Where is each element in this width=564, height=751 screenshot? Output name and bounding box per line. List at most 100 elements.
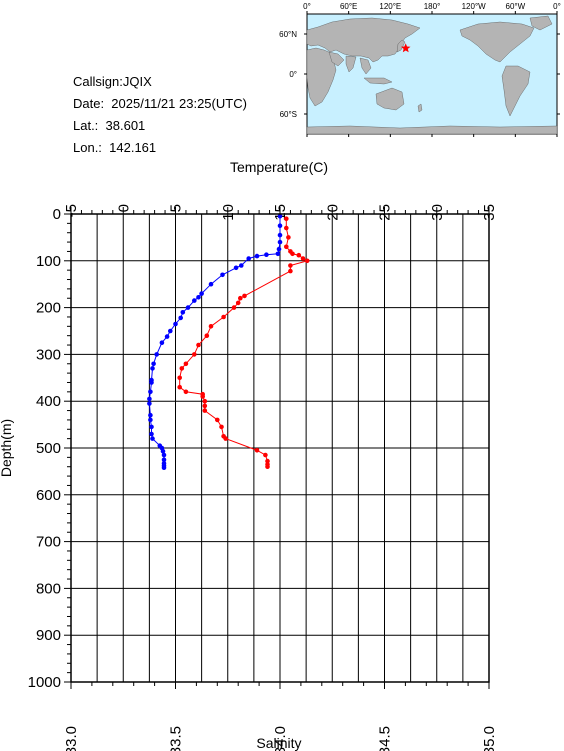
temperature-data-point bbox=[178, 315, 183, 321]
temperature-data-point bbox=[199, 291, 204, 296]
temperature-data-point bbox=[233, 265, 239, 271]
chart-grid bbox=[70, 213, 490, 683]
salinity-data-point bbox=[300, 256, 306, 261]
australia-landmass bbox=[375, 87, 405, 111]
map-axes: 0° 60°E 120°E 180° 120°W 60°W 0° 60°N 0° 60°S bbox=[279, 2, 561, 137]
temperature-tick-label: 35 bbox=[481, 204, 498, 221]
salinity-data-point bbox=[179, 366, 185, 371]
salinity-data-point bbox=[242, 293, 247, 299]
salinity-data-point bbox=[296, 252, 302, 258]
map-lon-label: 120°E bbox=[379, 2, 401, 11]
salinity-data-point bbox=[288, 268, 293, 274]
temperature-data-point bbox=[164, 334, 170, 339]
temperature-profile-line bbox=[148, 216, 281, 468]
plot-frame bbox=[70, 213, 490, 683]
salinity-tick-label: 34.5 bbox=[377, 726, 394, 751]
se-asia-landmass bbox=[359, 57, 372, 75]
temperature-data-point bbox=[246, 256, 251, 261]
temperature-data-point bbox=[151, 361, 156, 367]
temperature-data-point bbox=[277, 239, 283, 245]
temperature-data-point bbox=[148, 417, 153, 423]
salinity-data-point bbox=[235, 300, 241, 306]
depth-tick-label: 400 bbox=[36, 393, 61, 410]
temperature-data-point bbox=[185, 305, 191, 310]
temperature-data-point bbox=[150, 436, 155, 441]
salinity-data-point bbox=[231, 305, 237, 310]
depth-axis-label: Depth(m) bbox=[0, 419, 14, 477]
salinity-profile-line bbox=[179, 218, 309, 467]
temperature-data-point bbox=[149, 380, 154, 385]
temperature-data-point bbox=[275, 251, 281, 257]
temperature-tick-label: 10 bbox=[220, 204, 237, 221]
temperature-data-point bbox=[154, 352, 159, 357]
depth-tick-label: 1000 bbox=[28, 674, 61, 691]
temperature-tick-label: 15 bbox=[272, 204, 289, 221]
map-lon-label: 180° bbox=[424, 2, 441, 11]
salinity-data-point bbox=[208, 324, 214, 329]
salinity-data-point bbox=[290, 251, 295, 257]
temperature-data-point bbox=[159, 340, 165, 346]
depth-tick-label: 700 bbox=[36, 534, 61, 551]
salinity-data-point bbox=[202, 408, 208, 413]
salinity-data-point bbox=[284, 244, 289, 250]
temperature-data-point bbox=[220, 272, 225, 278]
depth-tick-label: 100 bbox=[36, 253, 61, 270]
depth-tick-label: 900 bbox=[36, 627, 61, 644]
temperature-data-point bbox=[180, 310, 186, 315]
salinity-data-point bbox=[204, 333, 210, 339]
india-landmass bbox=[345, 55, 357, 73]
salinity-data-point bbox=[192, 352, 197, 357]
temperature-data-point bbox=[148, 412, 153, 418]
temperature-data-point bbox=[277, 214, 283, 219]
salinity-axis-label: Salinity bbox=[256, 735, 301, 751]
salinity-data-point bbox=[215, 417, 220, 423]
temperature-data-point bbox=[239, 263, 244, 268]
salinity-data-point bbox=[288, 263, 293, 268]
callsign-text: Callsign:JQIX bbox=[73, 74, 152, 89]
station-marker-icon bbox=[401, 43, 411, 53]
temperature-data-point bbox=[147, 401, 152, 406]
south-america-landmass bbox=[501, 65, 531, 117]
map-lon-label: 0° bbox=[303, 2, 311, 11]
salinity-data-point bbox=[265, 458, 270, 464]
salinity-tick-label: 34.0 bbox=[272, 726, 289, 751]
salinity-data-point bbox=[221, 314, 226, 320]
depth-tick-label: 500 bbox=[36, 440, 61, 457]
temperature-tick-label: 0 bbox=[115, 204, 132, 212]
temperature-data-point bbox=[254, 253, 260, 259]
date-text: Date: 2025/11/21 23:25(UTC) bbox=[73, 96, 247, 111]
map-lat-label: 60°S bbox=[280, 110, 297, 119]
temperature-data-point bbox=[147, 396, 152, 402]
map-lon-label: 60°W bbox=[506, 2, 526, 11]
salinity-tick-label: 33.5 bbox=[168, 726, 185, 751]
salinity-data-point bbox=[304, 258, 310, 264]
temperature-data-point bbox=[168, 328, 173, 334]
new-zealand-landmass bbox=[417, 103, 423, 113]
temperature-data-point bbox=[161, 457, 167, 463]
temperature-data-point bbox=[276, 246, 282, 252]
temperature-data-point bbox=[150, 366, 155, 371]
salinity-data-point bbox=[202, 403, 208, 409]
depth-tick-label: 600 bbox=[36, 487, 61, 504]
salinity-data-point bbox=[284, 225, 289, 231]
latitude-text: Lat.: 38.601 bbox=[73, 118, 146, 133]
salinity-data-point bbox=[219, 424, 224, 430]
map-lon-label: 0° bbox=[553, 2, 561, 11]
temperature-data-point bbox=[264, 252, 269, 257]
north-america-landmass bbox=[459, 21, 535, 63]
salinity-data-point bbox=[202, 398, 208, 404]
temperature-data-point bbox=[173, 321, 178, 327]
japan-landmass bbox=[396, 39, 406, 53]
salinity-data-point bbox=[196, 342, 201, 348]
temperature-data-point bbox=[160, 449, 166, 454]
temperature-axis-label: Temperature(C) bbox=[230, 159, 328, 175]
salinity-data-point bbox=[177, 375, 182, 381]
temperature-data-point bbox=[277, 232, 283, 238]
salinity-data-point bbox=[286, 235, 291, 240]
temperature-data-point bbox=[148, 389, 153, 395]
depth-tick-label: 800 bbox=[36, 580, 61, 597]
salinity-data-point bbox=[284, 216, 289, 221]
